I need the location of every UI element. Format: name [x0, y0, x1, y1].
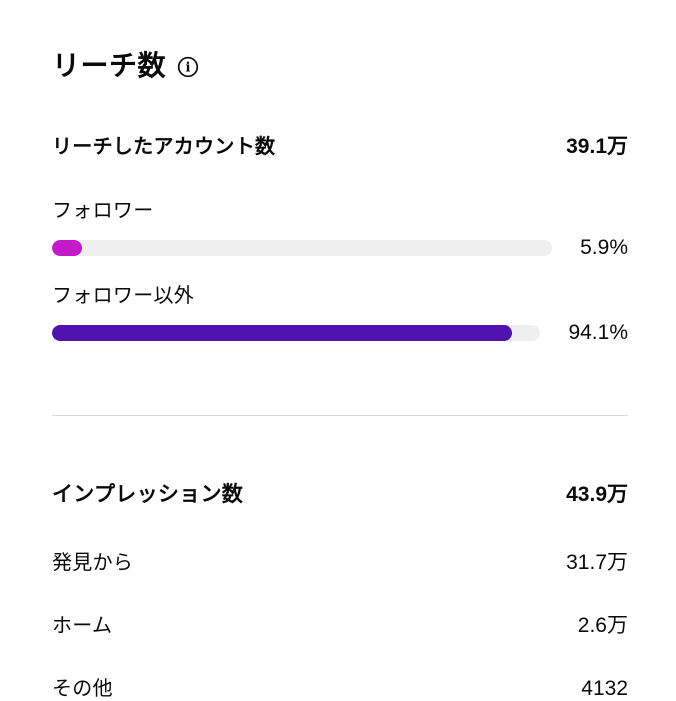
followers-label: フォロワー [52, 200, 154, 223]
followers-bar-row: 5.9% [52, 236, 628, 260]
home-value: 2.6万 [577, 614, 628, 638]
impressions-value: 43.9万 [566, 483, 628, 507]
reach-section-header: リーチ数 i [52, 50, 628, 82]
insights-panel: リーチ数 i リーチしたアカウント数 39.1万 フォロワー 5.9% フォロワ… [52, 50, 628, 701]
followers-percent: 5.9% [580, 236, 628, 260]
from-discovery-label: 発見から [52, 552, 134, 575]
followers-bar-fill [52, 240, 82, 257]
non-followers-bar-group: フォロワー以外 94.1% [52, 279, 628, 345]
page-title: リーチ数 [52, 50, 167, 81]
impressions-label: インプレッション数 [52, 483, 244, 507]
reached-accounts-row: リーチしたアカウント数 39.1万 [52, 130, 628, 160]
non-followers-bar-track [52, 325, 541, 342]
non-followers-bar-row: 94.1% [52, 321, 628, 345]
from-discovery-value: 31.7万 [566, 551, 628, 575]
impressions-header-row: インプレッション数 43.9万 [52, 478, 628, 508]
other-row: その他 4132 [52, 672, 628, 701]
followers-bar-group: フォロワー 5.9% [52, 194, 628, 260]
info-button[interactable]: i [176, 55, 200, 79]
non-followers-label: フォロワー以外 [52, 285, 195, 308]
non-followers-percent: 94.1% [568, 321, 628, 345]
other-label: その他 [52, 678, 113, 701]
other-value: 4132 [581, 677, 628, 701]
svg-text:i: i [186, 61, 191, 76]
section-divider [52, 415, 628, 417]
home-label: ホーム [52, 615, 113, 638]
non-followers-bar-fill [52, 325, 512, 342]
followers-bar-track [52, 240, 553, 257]
reached-accounts-value: 39.1万 [566, 135, 628, 159]
home-row: ホーム 2.6万 [52, 609, 628, 639]
from-discovery-row: 発見から 31.7万 [52, 546, 628, 576]
info-circle-icon: i [176, 55, 200, 79]
reached-accounts-label: リーチしたアカウント数 [52, 136, 276, 159]
